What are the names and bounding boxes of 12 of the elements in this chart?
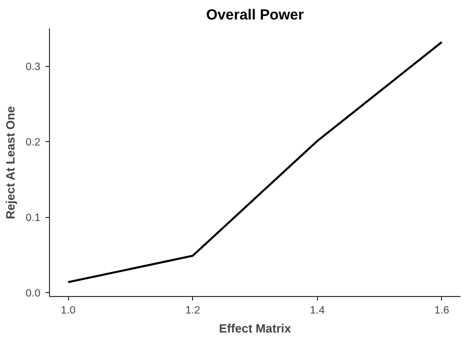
x-axis-title: Effect Matrix: [218, 322, 292, 336]
y-tick-label: 0.2: [26, 136, 41, 149]
y-tick-label: 0.3: [26, 61, 41, 74]
line-series: [67, 41, 443, 284]
x-tick-label: 1.4: [310, 304, 325, 316]
chart-title: Overall Power: [206, 8, 304, 24]
x-tick-label: 1.2: [185, 304, 200, 316]
y-tick-label: 0.1: [26, 212, 41, 224]
x-tick-label: 1.0: [60, 304, 76, 316]
x-tick-label: 1.6: [434, 304, 450, 316]
y-axis-title: Reject At Least One: [4, 106, 18, 220]
y-tick-label: 0.0: [26, 288, 41, 300]
